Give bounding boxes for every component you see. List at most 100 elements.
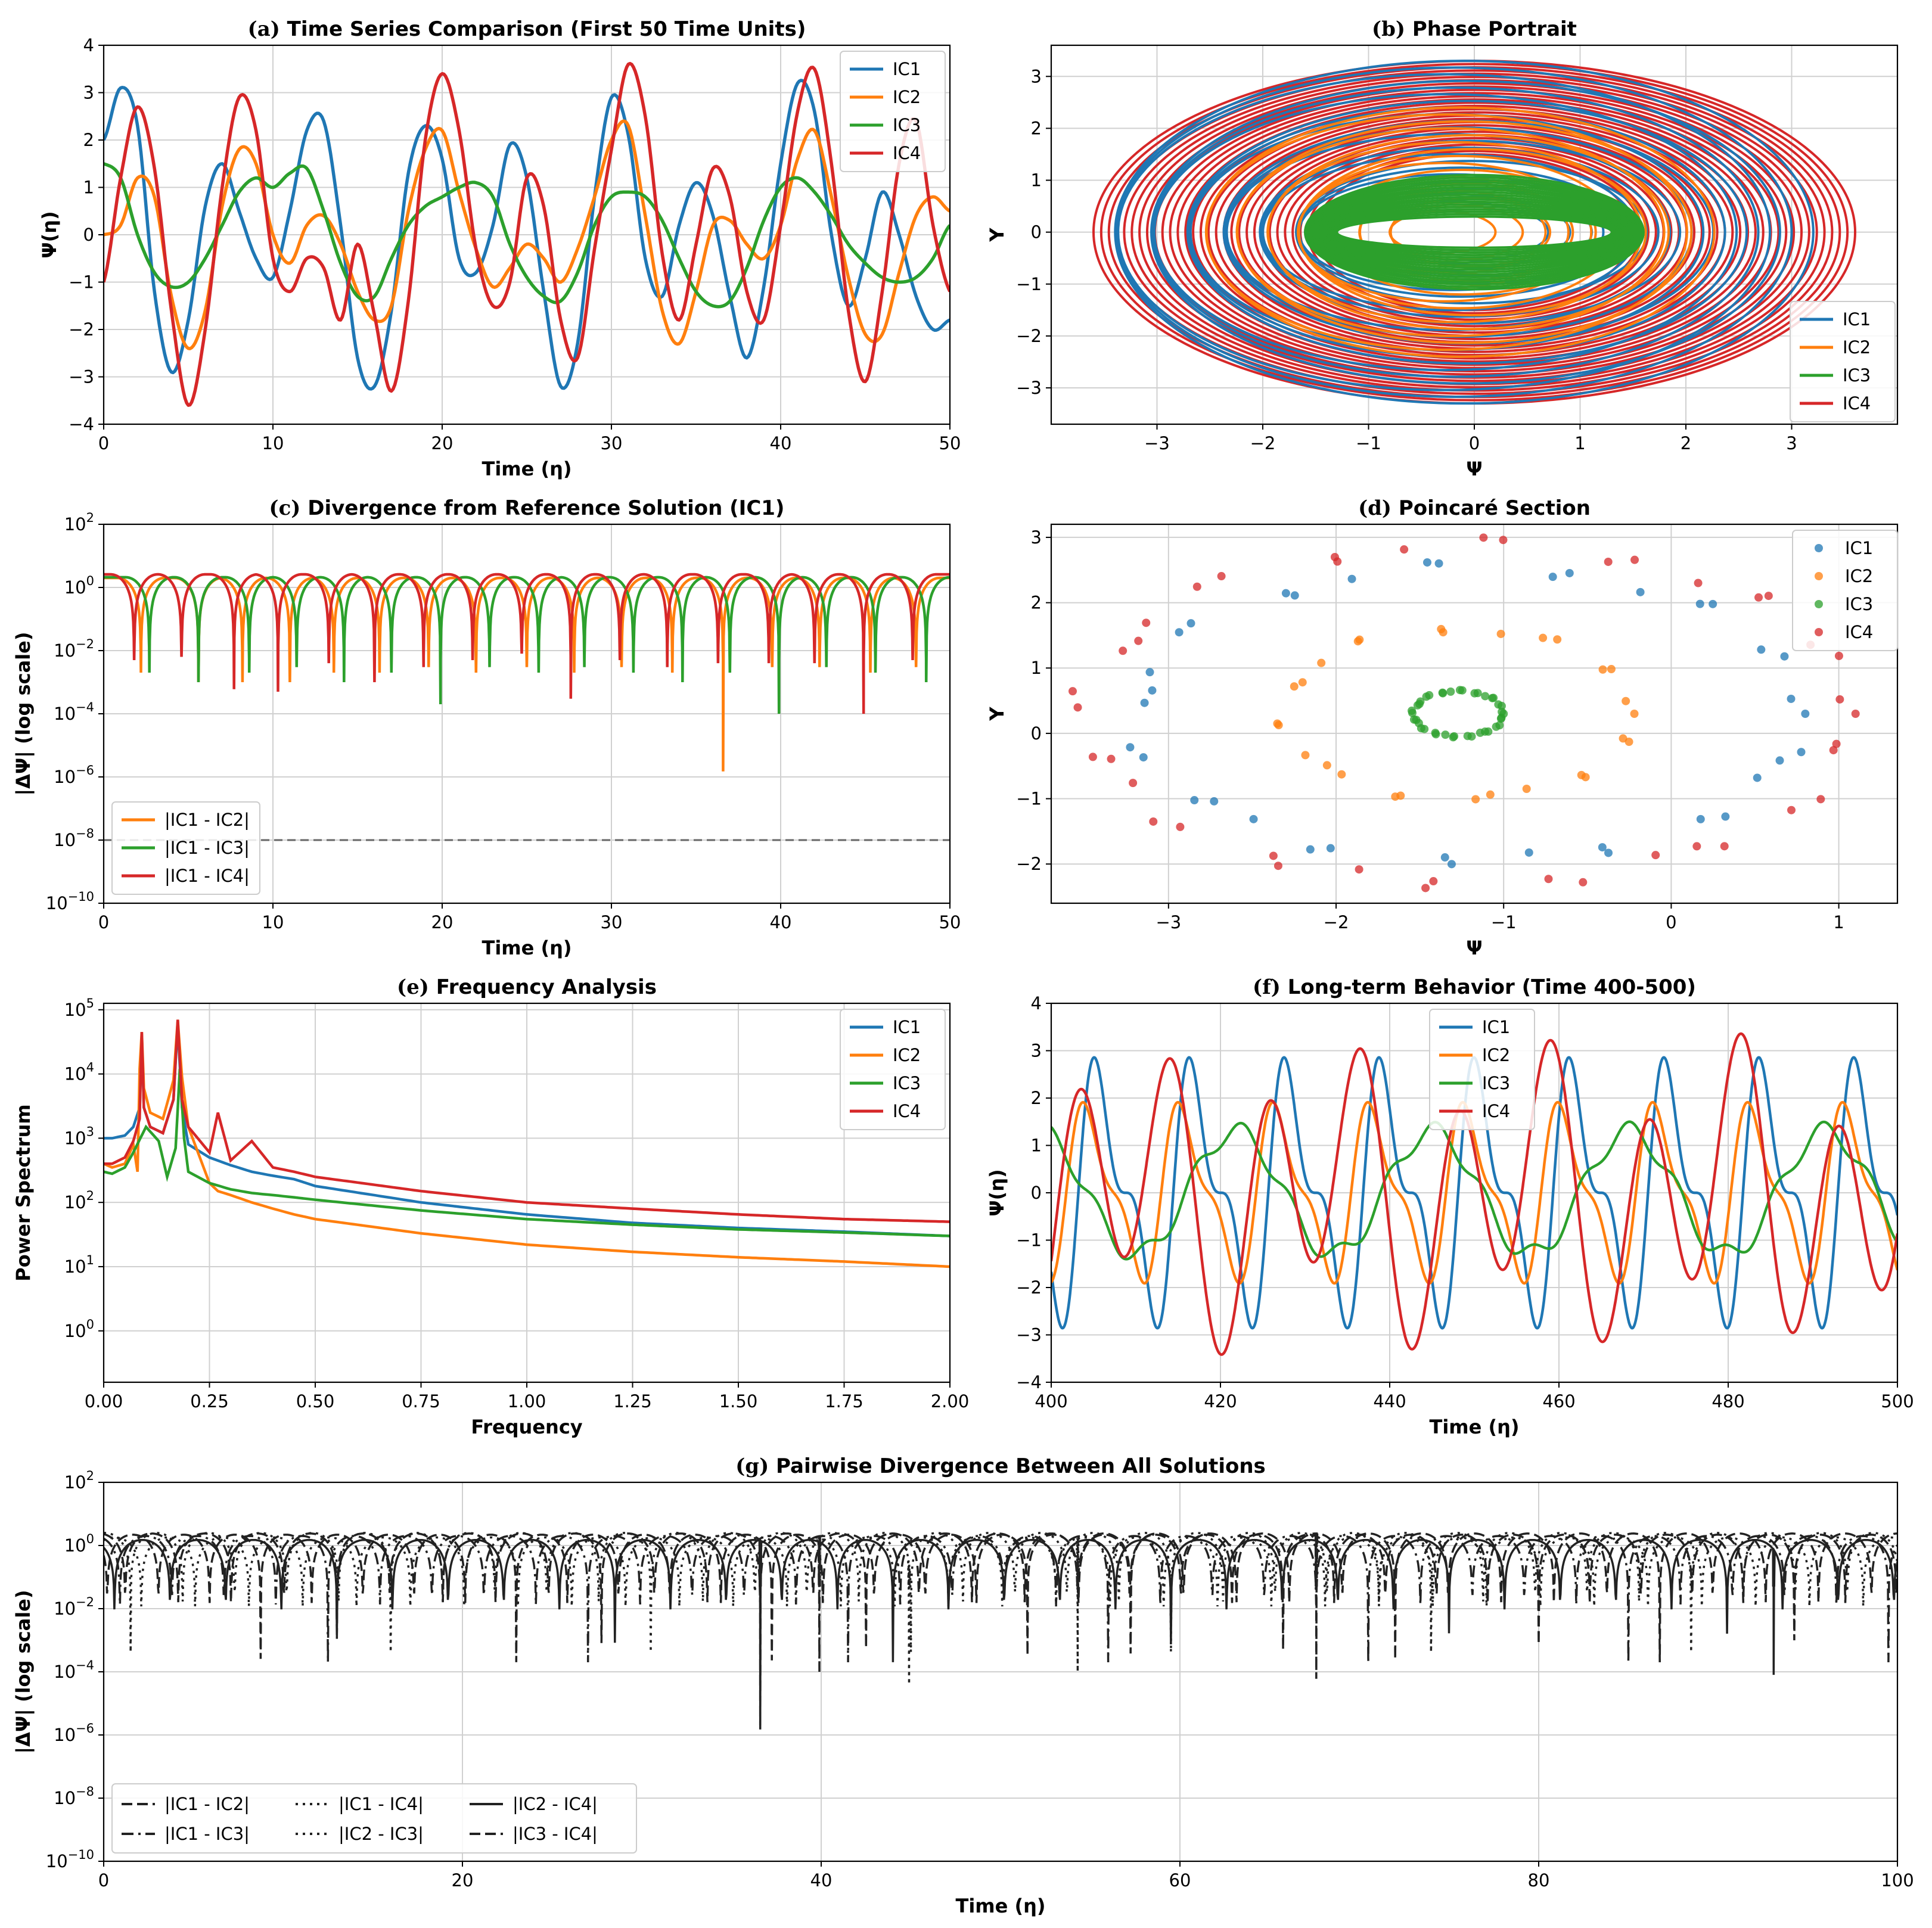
scatter-point — [1175, 628, 1184, 637]
x-tick-label: 60 — [1169, 1870, 1191, 1890]
legend-box — [1792, 530, 1898, 651]
phase-orbit — [1192, 101, 1757, 363]
scatter-point — [1579, 878, 1588, 887]
x-axis-label: Time (η) — [482, 937, 571, 959]
legend-marker — [1815, 572, 1823, 580]
chart-e-frequency: 0.00 0.25 0.50 0.75 1.00 1.25 1.50 1.75 2.00 100 1… — [12, 975, 969, 1438]
scatter-point — [1429, 877, 1438, 886]
legend-label: IC2 — [893, 1045, 921, 1065]
y-tick-label: 100 — [64, 574, 94, 598]
x-axis-label: Ψ — [1466, 458, 1482, 480]
x-tick-label: 0 — [1666, 912, 1676, 932]
legend-label: IC4 — [893, 143, 921, 163]
scatter-point — [1544, 875, 1553, 884]
y-axis-label: Ψ(η) — [986, 1169, 1008, 1216]
x-tick-label: 500 — [1881, 1391, 1914, 1411]
y-tick-label: 100 — [64, 1317, 94, 1341]
phase-orbit — [1297, 148, 1647, 317]
scatter-point — [1290, 591, 1299, 600]
x-tick-label: 420 — [1204, 1391, 1237, 1411]
legend-marker — [1815, 544, 1823, 552]
scatter-point — [1829, 746, 1838, 755]
scatter-point — [1186, 619, 1195, 628]
y-tick-label: 10−4 — [54, 1658, 94, 1682]
scatter-point — [1497, 713, 1506, 722]
x-tick-label: 20 — [431, 912, 454, 932]
x-tick-label: 20 — [452, 1870, 474, 1890]
scatter-point — [1630, 710, 1639, 718]
y-axis-label: Power Spectrum — [12, 1104, 35, 1281]
y-tick-label: 0 — [1031, 222, 1042, 242]
phase-orbit — [1184, 98, 1765, 366]
phase-orbit — [1334, 213, 1615, 251]
scatter-series-ic2 — [1273, 624, 1639, 804]
chart-b-phase-portrait: −3 −2 −1 0 1 2 3 −3 −2 −1 0 1 2 3 (b) Phase Portrait Ψ Y… — [986, 17, 1899, 480]
y-axis-label: |ΔΨ| (log scale) — [12, 1590, 35, 1754]
scatter-point — [1484, 727, 1493, 736]
y-tick-label: 102 — [64, 1189, 94, 1212]
x-tick-label: 1 — [1833, 912, 1844, 932]
legend-label: IC1 — [893, 1017, 921, 1037]
series-group — [104, 61, 950, 407]
legend-box — [111, 801, 260, 895]
scatter-point — [1134, 636, 1143, 645]
series-line-3 — [104, 573, 950, 714]
scatter-point — [1539, 633, 1548, 642]
scatter-point — [1780, 652, 1789, 661]
x-tick-label: 0 — [98, 433, 109, 453]
x-axis-label: Time (η) — [1429, 1416, 1519, 1438]
scatter-point — [1281, 589, 1290, 598]
phase-orbit — [1225, 133, 1672, 331]
y-tick-label: 0 — [83, 225, 94, 245]
phase-orbit — [1316, 191, 1632, 273]
y-axis-label: Y — [986, 707, 1008, 722]
series-rings-ic3 — [1304, 173, 1645, 291]
legend-label: IC1 — [1845, 538, 1873, 558]
chart-c-divergence: 0 10 20 30 40 50 10−10 10−8 10−6 10−4 10−2 100 102 (c… — [12, 496, 961, 959]
scatter-point — [1330, 552, 1339, 561]
scatter-point — [1619, 734, 1627, 743]
scatter-point — [1431, 729, 1440, 738]
series-line-1 — [104, 1534, 1897, 1730]
scatter-point — [1696, 814, 1705, 823]
series-line-ic4 — [1051, 1032, 1897, 1356]
chart-title: (c) Divergence from Reference Solution (… — [269, 496, 785, 520]
phase-orbit — [1153, 93, 1738, 372]
phase-orbit — [1215, 111, 1734, 353]
scatter-point — [1068, 687, 1077, 696]
legend-label: |IC1 - IC2| — [164, 810, 250, 830]
scatter-point — [1192, 582, 1201, 591]
phase-orbit — [1207, 108, 1742, 357]
x-tick-label: 40 — [770, 433, 792, 453]
phase-orbit — [1276, 136, 1673, 328]
scatter-point — [1447, 860, 1456, 869]
chart-title: (e) Frequency Analysis — [397, 975, 657, 999]
x-tick-label: 1 — [1574, 433, 1585, 453]
phase-orbit — [1330, 208, 1619, 257]
scatter-point — [1522, 784, 1531, 793]
scatter-point — [1298, 678, 1307, 687]
scatter-point — [1421, 884, 1430, 893]
scatter-point — [1598, 665, 1607, 674]
series-group — [104, 1019, 950, 1268]
series-line-2 — [104, 1535, 1897, 1672]
y-tick-label: −1 — [1016, 1230, 1042, 1251]
scatter-series-ic1 — [1126, 558, 1810, 869]
y-tick-label: 102 — [64, 1469, 94, 1492]
phase-orbit — [1266, 134, 1670, 331]
y-tick-label: −3 — [1016, 1325, 1042, 1345]
phase-orbit — [1117, 73, 1772, 391]
y-tick-label: 101 — [64, 1253, 94, 1277]
chart-g-pairwise: 0 20 40 60 80 100 10−10 10−8 10−6 10−4 10−2 100 102 (… — [12, 1454, 1914, 1917]
x-tick-label: 400 — [1035, 1391, 1067, 1411]
plot-frame — [1050, 1002, 1899, 1383]
scatter-point — [1301, 751, 1310, 760]
scatter-point — [1145, 668, 1154, 677]
legend-label: IC3 — [893, 115, 921, 135]
phase-orbit — [1161, 88, 1788, 376]
scatter-point — [1306, 845, 1315, 854]
x-tick-label: 2 — [1681, 433, 1691, 453]
y-tick-label: 1 — [1031, 658, 1042, 678]
series-line-ic2 — [1051, 1100, 1897, 1285]
phase-orbit — [1304, 173, 1645, 291]
